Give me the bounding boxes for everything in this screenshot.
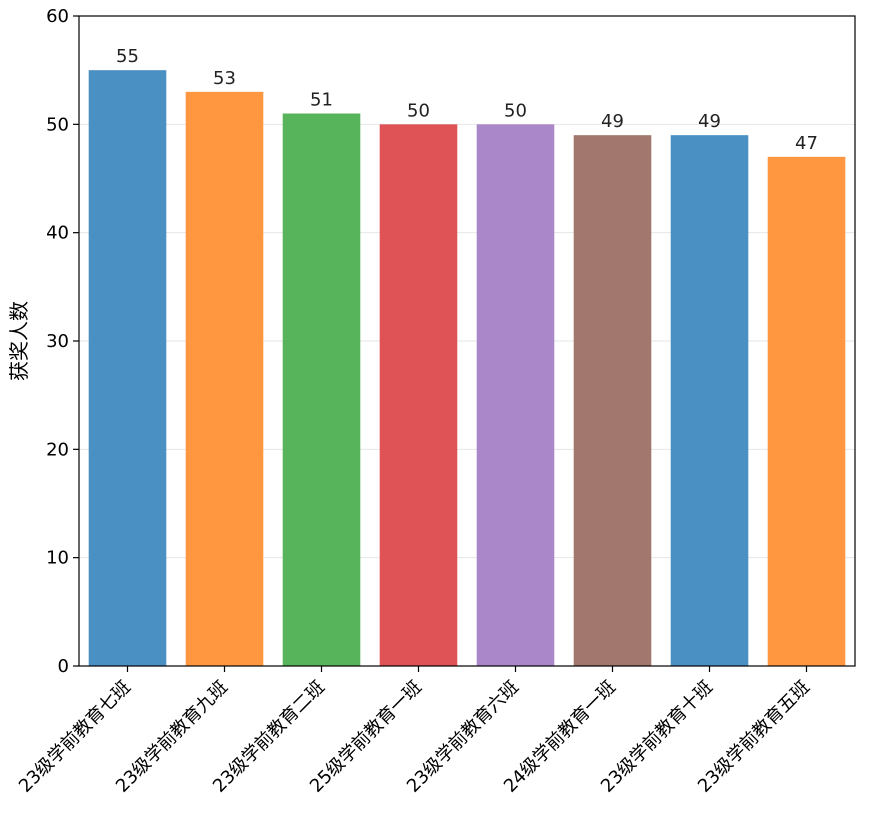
y-tick-label: 40: [46, 223, 69, 244]
y-tick-label: 60: [46, 6, 69, 27]
data-label: 49: [601, 111, 624, 132]
bar: [379, 124, 458, 667]
plot-frame: [78, 15, 856, 667]
data-label: 53: [213, 68, 236, 89]
bar: [88, 70, 167, 666]
data-label: 51: [310, 90, 333, 111]
y-axis-title: 获奖人数: [7, 301, 31, 381]
bar: [767, 156, 846, 667]
bar: [573, 135, 652, 666]
y-tick-label: 10: [46, 548, 69, 569]
data-label: 47: [795, 133, 818, 154]
data-label: 50: [504, 100, 527, 121]
x-axis: 23级学前教育七班23级学前教育九班23级学前教育二班25级学前教育一班23级学…: [15, 666, 814, 797]
bar: [185, 91, 264, 667]
y-tick-label: 20: [46, 439, 69, 460]
data-label: 50: [407, 100, 430, 121]
y-tick-label: 50: [46, 114, 69, 135]
data-label: 49: [698, 111, 721, 132]
y-tick-label: 30: [46, 331, 69, 352]
bars: 55 53 51 50 50 49 49 47: [88, 46, 846, 667]
bar: [476, 124, 555, 667]
bar: [282, 113, 361, 666]
data-label: 55: [116, 46, 139, 67]
y-axis: 0 10 20 30 40 50 60: [46, 6, 79, 677]
bar: [670, 135, 749, 666]
y-tick-label: 0: [58, 656, 69, 677]
